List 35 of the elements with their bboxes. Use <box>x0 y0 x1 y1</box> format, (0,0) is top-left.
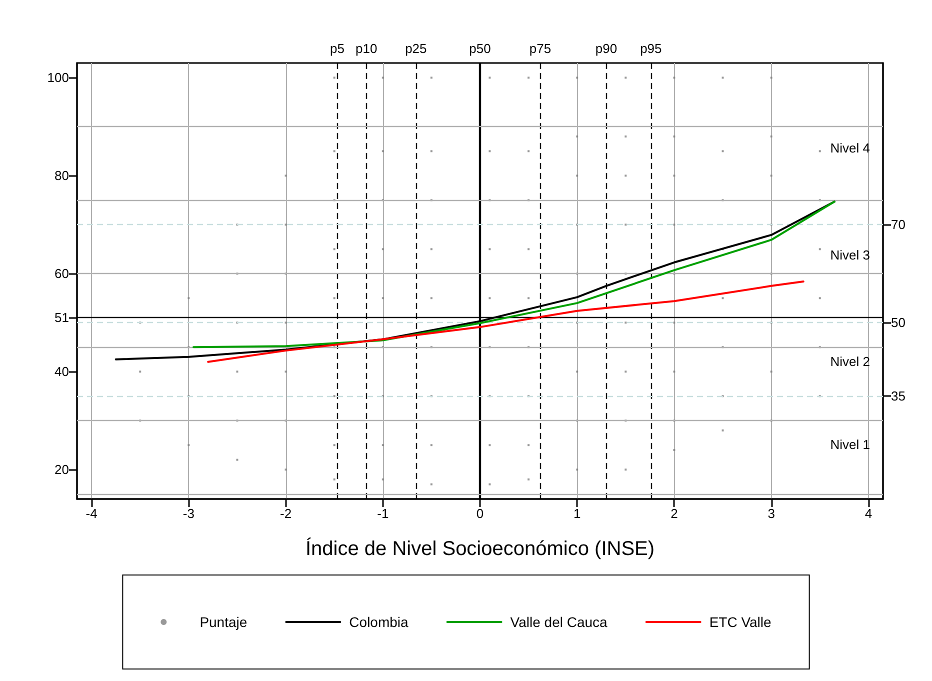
x-tick-label: 4 <box>864 506 872 521</box>
legend-label: Colombia <box>349 614 409 630</box>
x-tick-label: 2 <box>670 506 678 521</box>
ref-line-label: p95 <box>640 41 662 56</box>
y-tick-label: 51 <box>54 310 69 326</box>
line-series <box>207 280 804 363</box>
ref-line-label: p90 <box>595 41 618 56</box>
annotation: Nivel 4 <box>830 140 870 156</box>
y2-tick-label: 50 <box>891 315 906 330</box>
ref-line-label: p10 <box>356 41 378 56</box>
ref-line-label: p5 <box>330 41 344 56</box>
y2-tick-label: 35 <box>891 388 906 404</box>
y-tick-label: 40 <box>54 364 69 380</box>
x-tick-label: -3 <box>182 506 194 521</box>
annotation: Nivel 1 <box>830 436 870 452</box>
x-tick-label: -2 <box>280 506 292 521</box>
x-tick-label: -4 <box>86 506 98 521</box>
y-tick-label: 20 <box>54 462 69 478</box>
ref-line-label: p75 <box>529 41 552 56</box>
y2-tick-label: 70 <box>891 217 906 232</box>
ref-line-label: p50 <box>469 41 491 56</box>
legend-label: Puntaje <box>200 614 248 630</box>
x-tick-label: 1 <box>573 506 581 521</box>
x-axis-title: Índice de Nivel Socioeconómico (INSE) <box>305 537 655 560</box>
legend-label: Valle del Cauca <box>510 614 608 630</box>
x-tick-label: -1 <box>377 506 389 521</box>
ref-line-label: p25 <box>405 41 427 56</box>
y-tick-label: 80 <box>54 168 69 184</box>
x-tick-label: 3 <box>768 506 775 521</box>
legend-label: ETC Valle <box>709 614 772 630</box>
y-tick-label: 100 <box>47 70 69 86</box>
x-tick-label: 0 <box>476 506 484 521</box>
annotation: Nivel 2 <box>830 354 870 370</box>
y-tick-label: 60 <box>54 266 69 282</box>
annotation: Nivel 3 <box>830 247 870 262</box>
